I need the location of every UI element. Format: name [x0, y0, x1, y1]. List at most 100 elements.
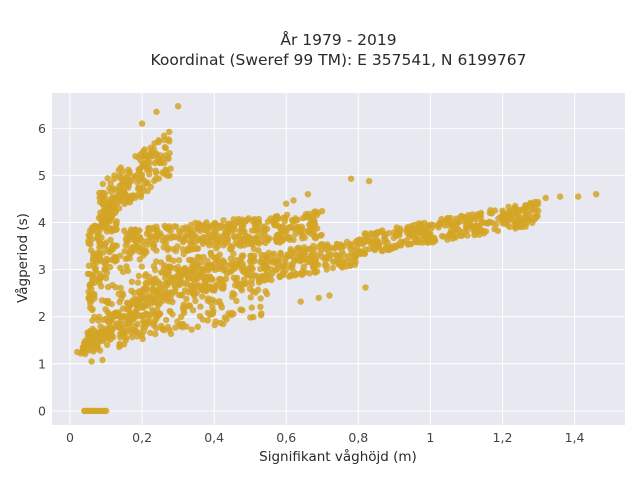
data-point — [212, 318, 219, 325]
data-point — [91, 291, 98, 299]
data-point — [418, 222, 425, 229]
data-point — [166, 290, 173, 297]
data-point — [196, 313, 204, 320]
data-point — [127, 193, 134, 200]
data-point — [126, 255, 134, 262]
data-point — [256, 225, 264, 232]
data-point — [104, 257, 111, 264]
data-point — [159, 325, 166, 332]
data-point — [404, 227, 411, 234]
data-point — [415, 227, 422, 234]
data-point — [152, 150, 159, 158]
data-point — [286, 223, 294, 231]
data-point — [203, 219, 210, 226]
data-point — [103, 269, 111, 277]
data-point — [121, 200, 128, 207]
data-point — [136, 177, 143, 184]
data-point — [333, 240, 341, 248]
data-point — [326, 292, 333, 299]
data-point — [464, 232, 471, 239]
x-tick-label: 0,4 — [204, 430, 224, 445]
data-point — [150, 241, 157, 248]
data-point — [218, 304, 225, 311]
data-point — [237, 306, 244, 313]
data-point — [98, 191, 106, 199]
data-point — [248, 277, 255, 284]
y-tick-label: 3 — [38, 262, 46, 277]
y-axis-title: Vågperiod (s) — [14, 213, 31, 303]
data-point — [160, 155, 167, 163]
data-point — [106, 263, 114, 271]
data-point — [356, 248, 363, 255]
data-point — [501, 214, 509, 221]
data-point — [163, 279, 170, 287]
data-point — [365, 177, 373, 185]
data-point — [258, 238, 265, 245]
data-point — [197, 303, 204, 310]
data-point — [130, 327, 137, 334]
data-point — [205, 263, 212, 270]
data-point — [181, 237, 188, 244]
data-point — [211, 266, 219, 273]
data-point — [124, 235, 131, 243]
y-tick-label: 6 — [38, 121, 46, 136]
data-point — [303, 255, 311, 263]
data-point — [115, 205, 123, 212]
data-point — [233, 297, 240, 305]
data-point — [192, 297, 199, 305]
data-point — [116, 187, 123, 195]
data-point — [95, 230, 102, 237]
data-point — [121, 248, 128, 255]
data-point — [121, 312, 129, 320]
data-point — [478, 227, 485, 234]
data-point — [146, 166, 154, 173]
data-point — [155, 137, 162, 144]
data-point — [135, 154, 142, 161]
data-point — [227, 255, 235, 262]
data-point — [151, 159, 159, 167]
data-point — [183, 295, 190, 303]
data-point — [262, 288, 269, 295]
data-point — [146, 273, 153, 281]
data-point — [171, 274, 179, 282]
data-point — [236, 240, 244, 248]
data-point — [248, 227, 256, 234]
data-point — [216, 251, 223, 258]
data-point — [79, 344, 87, 352]
data-point — [220, 258, 228, 265]
data-point — [273, 213, 281, 220]
data-point — [209, 310, 216, 318]
data-point — [143, 180, 150, 187]
data-point — [216, 298, 223, 305]
data-point — [459, 232, 466, 239]
data-point — [397, 242, 405, 249]
data-point — [147, 150, 154, 158]
data-point — [301, 250, 308, 257]
data-point — [381, 231, 389, 238]
data-point — [157, 284, 165, 291]
data-point — [482, 219, 489, 227]
data-point — [175, 291, 182, 299]
x-tick-label: 1,2 — [493, 430, 513, 445]
data-point — [278, 251, 285, 258]
data-point — [109, 256, 117, 263]
data-point — [207, 224, 214, 231]
data-point — [424, 230, 432, 237]
data-point — [212, 227, 219, 235]
data-point — [194, 323, 201, 330]
data-point — [138, 237, 146, 244]
data-point — [99, 200, 106, 207]
data-point — [264, 271, 271, 278]
data-point — [251, 235, 258, 242]
data-point — [108, 204, 115, 211]
data-point — [221, 314, 228, 321]
data-point — [314, 261, 322, 268]
data-point — [134, 185, 142, 193]
data-point — [180, 306, 187, 314]
data-point — [323, 254, 330, 261]
data-point — [171, 223, 178, 230]
data-point — [184, 289, 192, 296]
data-point — [220, 217, 227, 224]
